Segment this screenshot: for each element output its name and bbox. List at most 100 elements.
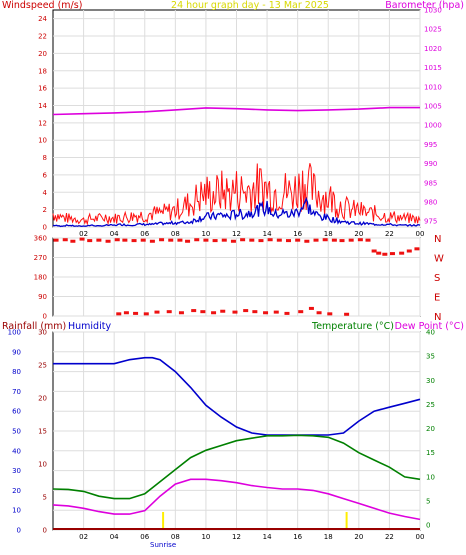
baro-y-tick-label: 1000 — [424, 122, 442, 130]
humidity-y-tick-label: 40 — [12, 447, 21, 455]
barometer-axis-title: Barometer (hpa) — [385, 0, 464, 11]
direction-point — [284, 311, 290, 315]
direction-point — [376, 251, 382, 255]
baro-y-tick-label: 975 — [424, 218, 437, 226]
dewpoint-axis-title: Dew Point (°C) — [395, 321, 464, 332]
direction-point — [116, 312, 122, 316]
x-tick-label: 16 — [293, 533, 302, 541]
wind-y-tick-label: 18 — [38, 67, 47, 75]
baro-y-tick-label: 980 — [424, 199, 437, 207]
temp-y-tick-label: 25 — [426, 401, 435, 409]
direction-point — [203, 238, 209, 242]
direction-point — [295, 238, 301, 242]
humidity-y-tick-label: 80 — [12, 368, 21, 376]
direction-point — [232, 310, 238, 314]
x-tick-label: 04 — [110, 230, 119, 238]
humidity-y-tick-label: 90 — [12, 348, 21, 356]
x-tick-label: 10 — [201, 533, 210, 541]
humidity-y-tick-label: 0 — [17, 527, 21, 535]
x-tick-label: 08 — [171, 533, 180, 541]
direction-point — [79, 237, 85, 241]
direction-point — [149, 239, 155, 243]
humidity-y-tick-label: 70 — [12, 388, 21, 396]
direction-point — [406, 249, 412, 253]
direction-point — [114, 238, 120, 242]
x-tick-label: 18 — [324, 533, 333, 541]
x-tick-label: 06 — [140, 230, 149, 238]
direction-point — [140, 238, 146, 242]
direction-point — [87, 239, 93, 243]
direction-point — [185, 239, 191, 243]
direction-point — [220, 309, 226, 313]
humidity-axis-title: Humidity — [68, 321, 111, 332]
direction-y-tick-label: 180 — [34, 274, 47, 282]
rain-y-tick-label: 5 — [43, 494, 47, 502]
compass-label: S — [434, 273, 440, 284]
direction-point — [53, 238, 59, 242]
temp-y-tick-label: 15 — [426, 449, 435, 457]
direction-point — [308, 306, 314, 310]
direction-point — [285, 239, 291, 243]
direction-point — [212, 239, 218, 243]
rain-y-tick-label: 0 — [43, 527, 47, 535]
direction-point — [221, 238, 227, 242]
direction-point — [371, 249, 377, 253]
wind-y-tick-label: 8 — [43, 154, 47, 162]
direction-point — [263, 311, 269, 315]
x-tick-label: 22 — [385, 230, 394, 238]
direction-point — [200, 310, 206, 314]
rainfall-axis-title: Rainfall (mm) — [2, 321, 66, 332]
barometer-line — [52, 106, 420, 116]
chart-title: 24 hour graph day - 13 Mar 2025 — [171, 0, 329, 11]
direction-y-tick-label: 90 — [38, 293, 47, 301]
direction-point — [316, 311, 322, 315]
x-tick-label: 12 — [232, 533, 241, 541]
temperature-line — [52, 434, 421, 500]
rain-y-tick-label: 30 — [38, 329, 47, 337]
direction-point — [168, 238, 174, 242]
rain-y-tick-label: 20 — [38, 395, 47, 403]
wind-y-tick-label: 24 — [38, 15, 47, 23]
direction-point — [131, 239, 137, 243]
x-tick-label: 20 — [354, 230, 363, 238]
compass-label: N — [434, 312, 441, 323]
wind-y-tick-label: 0 — [43, 224, 47, 232]
direction-point — [133, 311, 139, 315]
direction-point — [258, 239, 264, 243]
x-tick-label: 20 — [354, 533, 363, 541]
direction-point — [399, 251, 405, 255]
direction-point — [298, 310, 304, 314]
x-tick-label: 02 — [79, 533, 88, 541]
temp-y-tick-label: 10 — [426, 473, 435, 481]
direction-point — [276, 238, 282, 242]
direction-point — [178, 311, 184, 315]
wind-y-tick-label: 2 — [43, 206, 47, 214]
direction-point — [123, 311, 129, 315]
x-tick-label: 00 — [416, 533, 425, 541]
direction-point — [154, 310, 160, 314]
direction-point — [313, 238, 319, 242]
direction-point — [249, 238, 255, 242]
direction-point — [105, 239, 111, 243]
direction-point — [273, 310, 279, 314]
direction-point — [357, 238, 363, 242]
dewpoint-line — [52, 478, 421, 521]
direction-point — [414, 247, 420, 251]
baro-y-tick-label: 990 — [424, 160, 437, 168]
baro-y-tick-label: 1030 — [424, 7, 442, 15]
direction-point — [159, 238, 165, 242]
humidity-y-tick-label: 30 — [12, 467, 21, 475]
direction-point — [252, 310, 258, 314]
wind-y-tick-label: 6 — [43, 171, 48, 179]
temp-y-tick-label: 40 — [426, 329, 435, 337]
x-tick-label: 00 — [416, 230, 425, 238]
wind-y-tick-label: 20 — [38, 50, 47, 58]
wind-y-tick-label: 4 — [43, 189, 48, 197]
humidity-line — [53, 356, 421, 436]
temp-y-tick-label: 20 — [426, 425, 435, 433]
wind-y-tick-label: 10 — [38, 137, 47, 145]
humidity-y-tick-label: 20 — [12, 487, 21, 495]
x-tick-label: 02 — [79, 230, 88, 238]
direction-point — [96, 238, 102, 242]
direction-point — [230, 239, 236, 243]
